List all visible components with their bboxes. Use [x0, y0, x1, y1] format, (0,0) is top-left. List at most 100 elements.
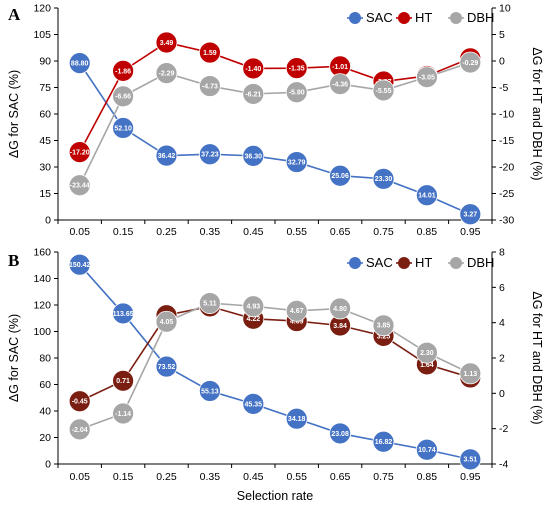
panel-letter: A: [8, 5, 21, 24]
data-point-dbh: [329, 73, 352, 96]
legend-item-sac: SAC: [347, 10, 393, 25]
legend-marker: [398, 12, 410, 24]
data-label-sac: 88.80: [71, 61, 89, 68]
legend-marker: [349, 257, 361, 269]
y2-tick-label: 2: [499, 353, 505, 365]
data-label-dbh: -5.90: [289, 90, 305, 97]
data-point-sac: [372, 167, 395, 190]
x-tick-label: 0.75: [373, 226, 394, 238]
data-label-dbh: -3.05: [419, 75, 435, 82]
y2-tick-label: -30: [499, 215, 514, 227]
legend-marker: [398, 257, 410, 269]
data-point-ht: [242, 57, 265, 80]
x-tick-label: 0.45: [243, 226, 264, 238]
data-point-ht: [155, 31, 178, 54]
chart-panel-a: A 0 15 30 45 60 75 90 105 120 -30 -25 -20 -15 -10 -5 0 5 1…: [7, 3, 544, 239]
x-tick-label: 0.95: [460, 471, 481, 483]
data-label-dbh: 5.11: [203, 300, 216, 307]
data-label-sac: 23.30: [375, 176, 393, 183]
data-label-sac: 10.74: [418, 447, 436, 454]
data-label-dbh: 3.85: [377, 323, 391, 330]
y2-tick-label: -15: [499, 135, 514, 147]
data-label-dbh: -23.44: [70, 183, 90, 190]
data-label-dbh: 4.67: [290, 308, 304, 315]
data-point-sac: [68, 52, 91, 75]
data-point-sac: [155, 355, 178, 378]
y-tick-label: 75: [39, 82, 51, 94]
y2-tick-label: -25: [499, 188, 514, 200]
data-point-sac: [242, 144, 265, 167]
data-point-sac: [459, 203, 482, 226]
data-label-ht: 1.59: [203, 50, 217, 57]
x-tick-label: 0.95: [460, 226, 481, 238]
legend-marker: [450, 257, 462, 269]
data-label-ht: 1.64: [420, 362, 434, 369]
data-point-ht: [112, 369, 134, 392]
y-tick-label: 140: [33, 273, 51, 285]
legend-label: DBH: [467, 255, 494, 270]
data-point-sac: [155, 144, 178, 167]
x-tick-label: 0.65: [330, 226, 351, 238]
data-label-dbh: 4.80: [333, 306, 347, 313]
data-label-sac: 45.35: [245, 401, 263, 408]
panel-letter: B: [8, 251, 19, 270]
data-point-sac: [329, 422, 352, 445]
y2-tick-label: 10: [499, 3, 511, 15]
data-label-dbh: 1.13: [463, 371, 477, 378]
data-label-sac: 16.82: [375, 439, 393, 446]
legend-label: DBH: [467, 10, 494, 25]
y-axis-title: ΔG for SAC (%): [7, 70, 21, 158]
y-tick-label: 120: [33, 3, 51, 15]
y2-tick-label: 6: [499, 282, 505, 294]
data-point-ht: [198, 41, 221, 64]
data-label-ht: -1.86: [115, 68, 131, 75]
data-point-dbh: [459, 51, 482, 74]
chart-panel-b: B 0 20 40 60 80 100 120 140 160 -4 -2 0 2 4 6 8 0.05 0.15 0…: [7, 247, 544, 504]
data-label-sac: 3.27: [463, 212, 477, 219]
data-point-sac: [285, 151, 308, 173]
data-point-dbh: [285, 81, 308, 104]
data-point-dbh: [285, 299, 308, 322]
x-tick-label: 0.35: [200, 226, 221, 238]
x-tick-label: 0.15: [113, 471, 134, 483]
y-axis-title: ΔG for SAC (%): [7, 314, 21, 402]
y-tick-label: 15: [39, 188, 51, 200]
data-point-ht: [112, 59, 134, 82]
y2-tick-label: -20: [499, 162, 514, 174]
data-point-sac: [68, 253, 91, 276]
x-tick-label: 0.75: [373, 471, 394, 483]
data-label-ht: 4.09: [290, 318, 304, 325]
legend-item-ht: HT: [396, 255, 432, 270]
data-point-dbh: [372, 79, 395, 102]
data-point-dbh: [459, 362, 482, 385]
y-tick-label: 30: [39, 162, 51, 174]
data-label-sac: 113.65: [113, 311, 134, 318]
y-tick-label: 90: [39, 56, 51, 68]
data-label-ht: 3.49: [160, 40, 174, 47]
x-tick-label: 0.25: [156, 226, 177, 238]
y-tick-label: 60: [39, 379, 51, 391]
y2-tick-label: -4: [499, 459, 508, 471]
data-point-sac: [285, 407, 308, 430]
x-tick-label: 0.65: [330, 471, 351, 483]
data-label-dbh: -6.66: [115, 94, 131, 101]
data-point-dbh: [329, 297, 352, 320]
data-label-ht: -1.35: [289, 66, 305, 73]
y2-tick-label: -2: [499, 423, 508, 435]
series-line-sac: [79, 264, 471, 461]
y2-tick-label: -10: [499, 109, 514, 121]
data-label-dbh: -4.36: [332, 82, 348, 89]
series-line-sac: [79, 62, 471, 215]
data-label-dbh: -2.29: [159, 71, 175, 78]
data-label-sac: 36.30: [245, 153, 263, 160]
legend-item-ht: HT: [396, 10, 432, 25]
y2-tick-label: -5: [499, 82, 508, 94]
legend-label: HT: [415, 10, 432, 25]
data-label-sac: 52.10: [114, 125, 132, 132]
x-tick-label: 0.05: [69, 471, 90, 483]
y2-tick-label: 8: [499, 247, 505, 259]
y2-tick-label: 0: [499, 56, 505, 68]
legend-item-dbh: DBH: [448, 255, 494, 270]
x-tick-label: 0.45: [243, 471, 264, 483]
